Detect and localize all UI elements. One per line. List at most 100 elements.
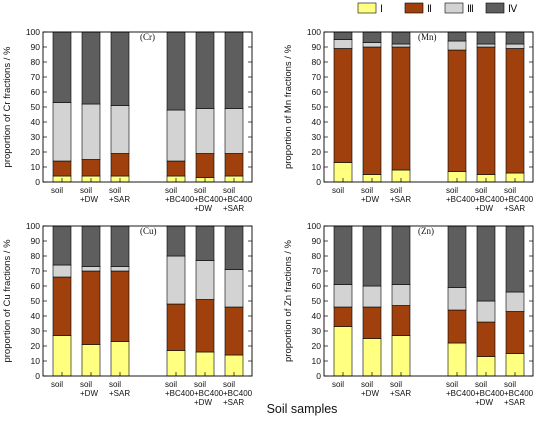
x-tick-label: soil bbox=[223, 380, 235, 389]
x-tick-label: +BC400 bbox=[504, 389, 534, 398]
bar-segment bbox=[505, 31, 525, 45]
bar-segment bbox=[195, 108, 215, 154]
bar-segment bbox=[81, 31, 101, 105]
y-tick-label: 60 bbox=[31, 281, 41, 291]
x-tick-label: soil bbox=[475, 380, 487, 389]
legend-swatch bbox=[444, 2, 464, 14]
x-tick-label: +BC400 bbox=[446, 389, 476, 398]
bar-segment bbox=[476, 31, 496, 45]
y-tick-label: 80 bbox=[312, 251, 322, 261]
x-tick-label: soil bbox=[446, 186, 458, 195]
legend-label: Ⅲ bbox=[467, 4, 474, 15]
bar-segment bbox=[166, 160, 186, 177]
y-tick-label: 90 bbox=[312, 236, 322, 246]
bar-segment bbox=[362, 306, 382, 339]
y-tick-label: 30 bbox=[31, 132, 41, 142]
y-tick-label: 20 bbox=[31, 341, 41, 351]
x-tick-label: +SAR bbox=[109, 195, 130, 204]
x-tick-label: soil bbox=[51, 186, 63, 195]
y-tick-label: 70 bbox=[312, 266, 322, 276]
bar-segment bbox=[333, 326, 353, 377]
y-tick-label: 90 bbox=[312, 42, 322, 52]
bar-segment bbox=[476, 46, 496, 175]
y-tick-label: 60 bbox=[31, 87, 41, 97]
bar-segment bbox=[110, 31, 130, 106]
x-tick-label: +BC400 bbox=[223, 389, 253, 398]
bar-segment bbox=[476, 43, 496, 48]
bar-segment bbox=[447, 287, 467, 311]
legend-swatch bbox=[485, 2, 505, 14]
bar-segment bbox=[81, 103, 101, 160]
bar-segment bbox=[505, 43, 525, 49]
x-tick-label: +BC400 bbox=[504, 195, 534, 204]
bar-segment bbox=[110, 266, 130, 272]
bar-segment bbox=[333, 284, 353, 308]
y-tick-label: 10 bbox=[31, 162, 41, 172]
x-tick-label: soil bbox=[165, 380, 177, 389]
bar-segment bbox=[52, 264, 72, 278]
bar-segment bbox=[52, 335, 72, 377]
y-tick-label: 40 bbox=[312, 117, 322, 127]
x-tick-label: soil bbox=[165, 186, 177, 195]
bar-segment bbox=[224, 225, 244, 270]
x-tick-label: soil bbox=[332, 186, 344, 195]
legend-label: Ⅳ bbox=[508, 4, 518, 15]
x-tick-label: +SAR bbox=[504, 204, 525, 213]
y-tick-label: 50 bbox=[312, 296, 322, 306]
y-tick-label: 10 bbox=[31, 356, 41, 366]
y-tick-label: 100 bbox=[307, 221, 321, 231]
bar-segment bbox=[166, 255, 186, 305]
y-tick-label: 80 bbox=[312, 57, 322, 67]
bar-segment bbox=[505, 311, 525, 354]
x-tick-label: +DW bbox=[194, 398, 212, 407]
bar-segment bbox=[362, 42, 382, 48]
y-tick-label: 30 bbox=[312, 326, 322, 336]
bar-segment bbox=[81, 225, 101, 267]
x-tick-label: soil bbox=[390, 186, 402, 195]
bar-segment bbox=[110, 270, 130, 342]
y-tick-label: 10 bbox=[312, 162, 322, 172]
legend-label: Ⅱ bbox=[427, 4, 432, 15]
y-tick-label: 30 bbox=[312, 132, 322, 142]
y-tick-label: 80 bbox=[31, 57, 41, 67]
y-tick-label: 40 bbox=[312, 311, 322, 321]
bar-segment bbox=[81, 270, 101, 345]
y-tick-label: 40 bbox=[31, 117, 41, 127]
x-tick-label: soil bbox=[109, 186, 121, 195]
panel-tag: (Cr) bbox=[140, 32, 155, 42]
x-tick-label: +SAR bbox=[223, 204, 244, 213]
bar-segment bbox=[476, 321, 496, 357]
y-tick-label: 100 bbox=[26, 221, 40, 231]
bar-segment bbox=[447, 49, 467, 172]
y-tick-label: 60 bbox=[312, 281, 322, 291]
x-tick-label: +SAR bbox=[390, 195, 411, 204]
y-tick-label: 60 bbox=[312, 87, 322, 97]
legend-label: Ⅰ bbox=[380, 4, 383, 15]
bar-segment bbox=[224, 269, 244, 308]
x-tick-label: soil bbox=[80, 380, 92, 389]
legend: Ⅰ Ⅱ Ⅲ Ⅳ bbox=[357, 2, 518, 15]
x-tick-label: soil bbox=[194, 380, 206, 389]
bar-segment bbox=[362, 338, 382, 377]
x-tick-label: +BC400 bbox=[475, 195, 505, 204]
x-axis-title: Soil samples bbox=[267, 402, 338, 416]
x-tick-label: +SAR bbox=[390, 389, 411, 398]
bar-segment bbox=[333, 48, 353, 163]
y-tick-label: 100 bbox=[26, 27, 40, 37]
bar-segment bbox=[195, 260, 215, 300]
x-tick-label: +DW bbox=[475, 204, 493, 213]
x-tick-label: soil bbox=[109, 380, 121, 389]
x-tick-label: +SAR bbox=[504, 398, 525, 407]
x-tick-label: +SAR bbox=[109, 389, 130, 398]
bar-segment bbox=[224, 31, 244, 109]
x-tick-label: +DW bbox=[80, 195, 98, 204]
plot-frame bbox=[323, 31, 534, 183]
bar-segment bbox=[195, 153, 215, 178]
panel-tag: (Mn) bbox=[418, 32, 437, 42]
x-tick-label: soil bbox=[51, 380, 63, 389]
x-tick-label: +BC400 bbox=[194, 195, 224, 204]
x-tick-label: soil bbox=[332, 380, 344, 389]
